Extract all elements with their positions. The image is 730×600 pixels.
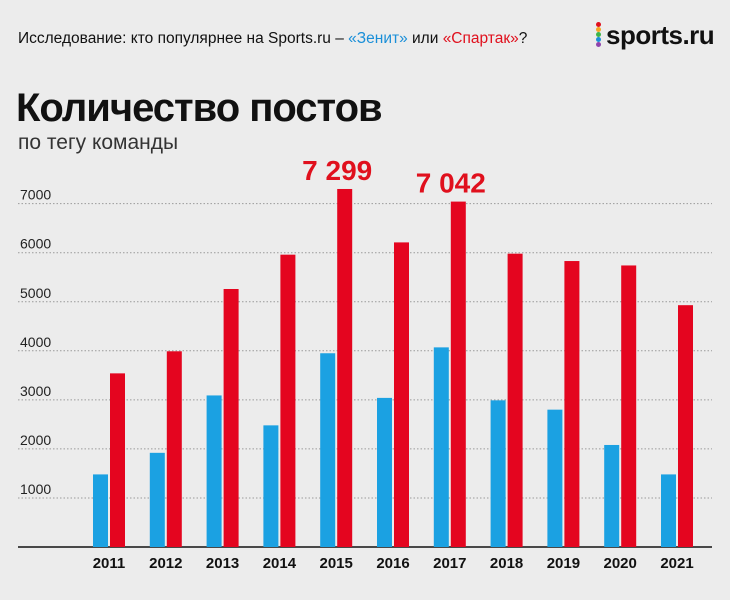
bar-spartak-2015 [337,188,353,547]
bar-zenit-2015 [320,353,336,547]
bar-zenit-2011 [93,474,108,547]
y-tick-label: 1000 [20,481,51,497]
x-tick-label: 2021 [660,555,693,572]
header-prefix: Исследование: кто популярнее на Sports.r… [18,30,349,47]
chart-title: Количество постов [16,86,383,130]
chart-subtitle: по тегу команды [18,131,179,154]
x-tick-label: 2020 [604,555,637,572]
y-tick-label: 4000 [20,334,51,350]
bar-spartak-2013 [223,288,239,547]
header-zenit: «Зенит» [348,30,408,47]
x-tick-label: 2018 [490,555,523,572]
sports-ru-logo: sports.ru [596,18,715,52]
logo-text: sports.ru [606,19,715,50]
bar-spartak-2020 [621,265,637,547]
x-tick-label: 2017 [433,555,466,572]
x-tick-label: 2012 [149,555,182,572]
x-tick-label: 2015 [320,555,353,572]
bar-zenit-2016 [377,397,392,547]
bar-spartak-2017 [450,201,466,547]
bar-spartak-2016 [394,242,409,547]
header-suffix: ? [518,30,528,47]
x-tick-label: 2019 [547,555,580,572]
data-label-2015: 7 299 [302,155,372,186]
bar-zenit-2021 [661,474,676,547]
bar-zenit-2019 [547,409,563,547]
bar-spartak-2018 [507,253,523,547]
bar-spartak-2012 [166,351,182,547]
x-tick-label: 2011 [93,555,126,572]
bar-spartak-2019 [564,261,580,547]
header-middle: или [407,30,443,47]
bar-spartak-2011 [110,373,125,547]
x-tick-label: 2016 [376,555,409,572]
x-tick-label: 2013 [206,555,239,572]
bar-zenit-2018 [490,400,506,547]
x-tick-label: 2014 [263,555,297,572]
bar-zenit-2013 [206,395,222,547]
header-caption: Исследование: кто популярнее на Sports.r… [18,30,538,48]
bar-zenit-2020 [604,444,620,547]
y-tick-label: 2000 [20,432,51,448]
logo-dot [596,37,601,42]
bar-zenit-2017 [433,347,449,547]
logo-dots-icon [596,22,602,48]
bar-spartak-2014 [280,254,296,548]
bar-spartak-2021 [678,305,693,547]
logo-dot [596,42,601,47]
y-tick-label: 6000 [20,236,51,252]
y-tick-label: 7000 [20,187,51,203]
data-label-2017: 7 042 [416,168,486,199]
bar-zenit-2012 [149,452,165,547]
bar-zenit-2014 [263,425,279,547]
logo-dot [596,22,601,27]
logo-dot [596,27,601,32]
logo-dot [596,32,601,37]
header-spartak: «Спартак» [442,30,519,47]
y-tick-label: 5000 [20,285,51,301]
y-tick-label: 3000 [20,383,51,399]
